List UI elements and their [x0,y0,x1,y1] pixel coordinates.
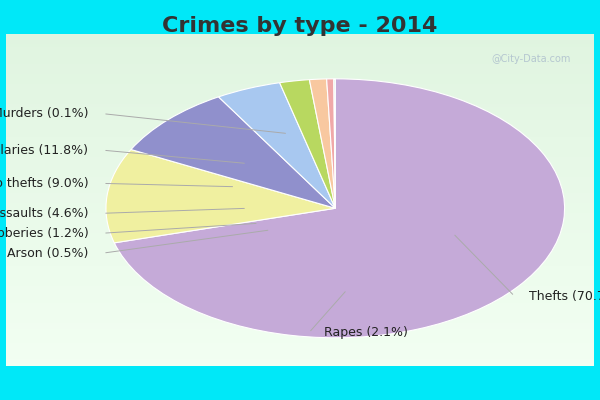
Text: Crimes by type - 2014: Crimes by type - 2014 [163,16,437,36]
Text: Burglaries (11.8%): Burglaries (11.8%) [0,144,88,157]
Wedge shape [280,80,335,208]
Text: Thefts (70.7%): Thefts (70.7%) [529,290,600,303]
Text: @City-Data.com: @City-Data.com [491,54,571,64]
Wedge shape [106,150,335,243]
Wedge shape [326,79,335,208]
Wedge shape [114,79,565,338]
Text: Robberies (1.2%): Robberies (1.2%) [0,227,88,240]
Text: Murders (0.1%): Murders (0.1%) [0,107,88,120]
Text: Rapes (2.1%): Rapes (2.1%) [323,326,407,339]
Text: Assaults (4.6%): Assaults (4.6%) [0,207,88,220]
Wedge shape [131,97,335,208]
Text: Auto thefts (9.0%): Auto thefts (9.0%) [0,177,88,190]
Wedge shape [310,79,335,208]
Wedge shape [218,83,335,208]
Text: Arson (0.5%): Arson (0.5%) [7,247,88,260]
Wedge shape [334,79,335,208]
